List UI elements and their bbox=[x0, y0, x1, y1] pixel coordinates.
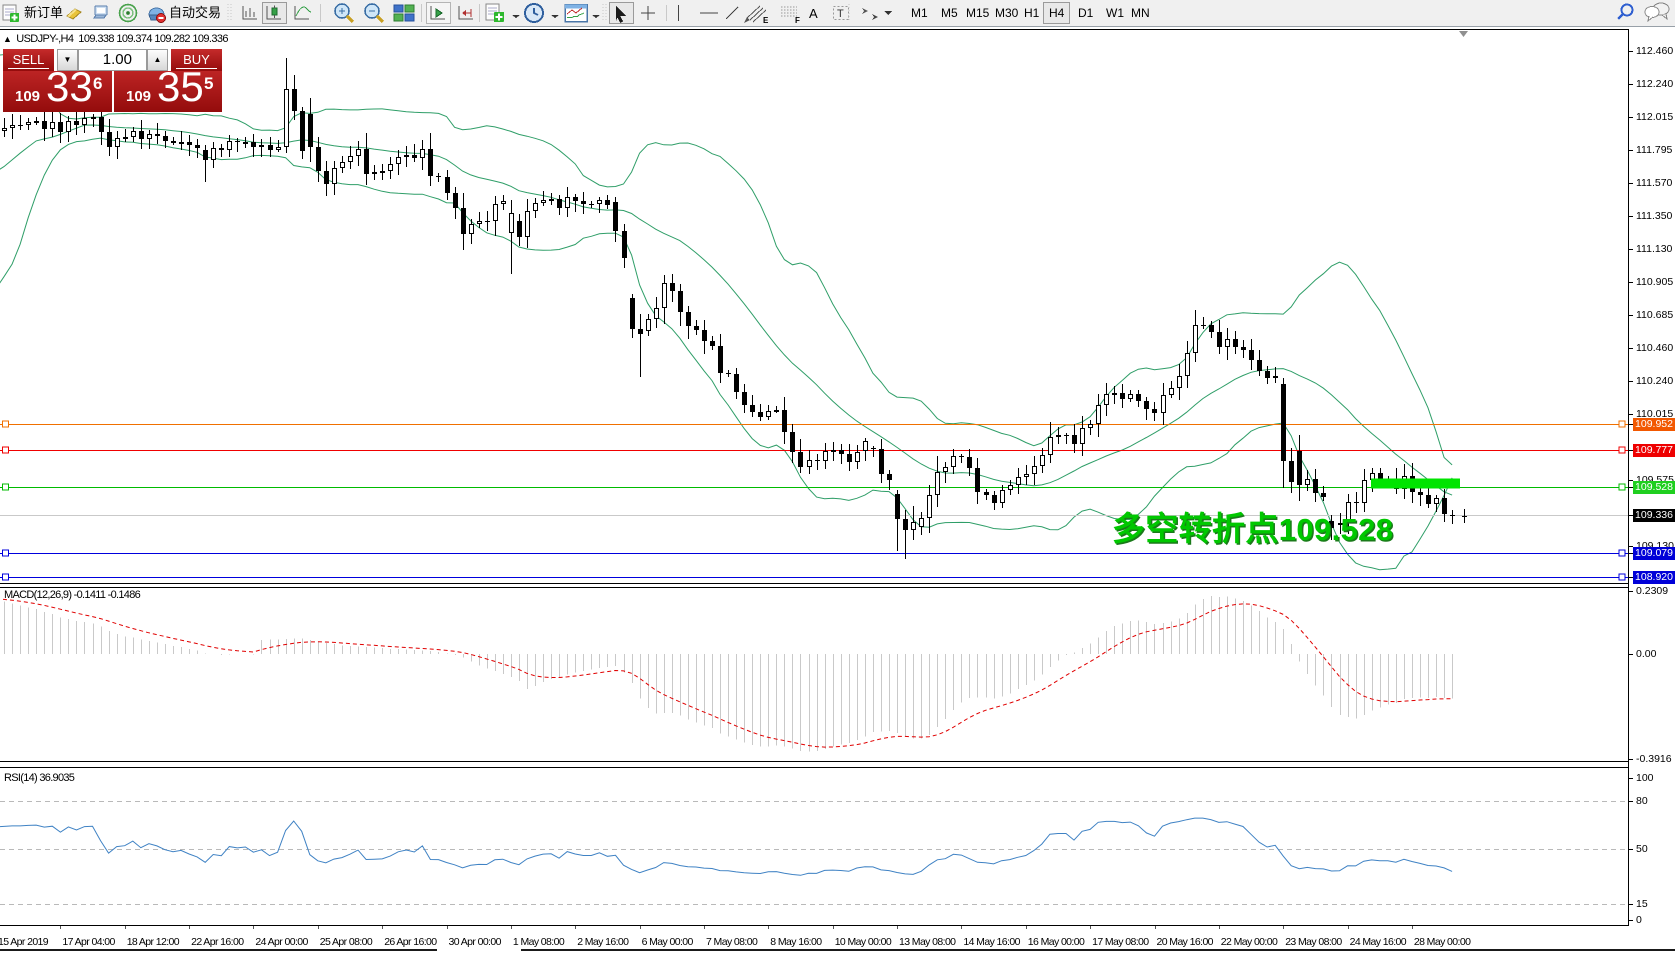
svg-text:T: T bbox=[837, 8, 844, 20]
svg-text:自动交易: 自动交易 bbox=[169, 5, 221, 20]
svg-text:W1: W1 bbox=[1106, 6, 1124, 20]
svg-text:新订单: 新订单 bbox=[24, 5, 63, 20]
svg-text:多空转折点109.528: 多空转折点109.528 bbox=[1112, 510, 1393, 547]
svg-text:A: A bbox=[809, 6, 818, 21]
svg-text:H4: H4 bbox=[1049, 6, 1065, 20]
svg-text:M5: M5 bbox=[941, 6, 958, 20]
svg-text:M1: M1 bbox=[911, 6, 928, 20]
svg-text:D1: D1 bbox=[1078, 6, 1094, 20]
svg-text:M15: M15 bbox=[966, 6, 990, 20]
svg-text:F: F bbox=[795, 16, 800, 25]
svg-text:M30: M30 bbox=[995, 6, 1019, 20]
svg-text:H1: H1 bbox=[1024, 6, 1040, 20]
svg-text:MN: MN bbox=[1131, 6, 1150, 20]
svg-text:E: E bbox=[763, 16, 769, 25]
